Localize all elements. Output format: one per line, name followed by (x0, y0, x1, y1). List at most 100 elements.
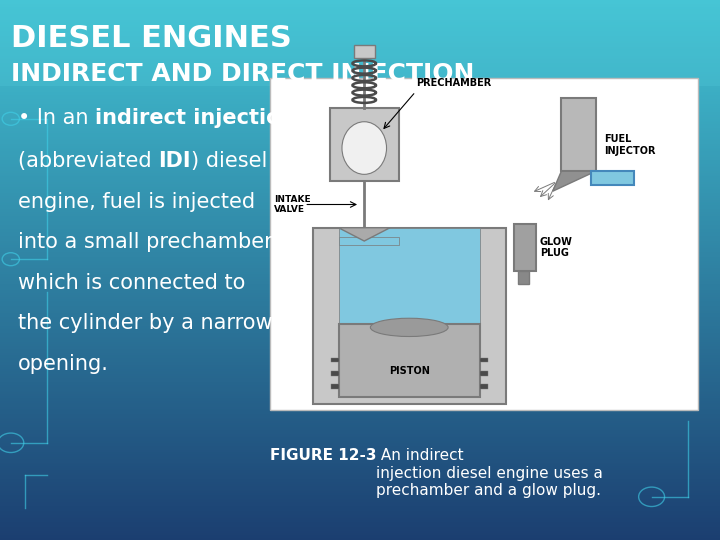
Bar (514, 225, 536, 271)
Bar (0, 189, 720, 191)
Bar (0, 292, 720, 293)
Text: (abbreviated: (abbreviated (18, 151, 158, 171)
Bar (480, 358, 487, 362)
Bar (0, 104, 720, 106)
Bar (0, 261, 720, 263)
Bar (0, 463, 720, 464)
Bar (0, 312, 720, 313)
Bar (0, 508, 720, 509)
Bar (0, 293, 720, 295)
Bar (0, 371, 720, 373)
Bar (0, 93, 720, 96)
Bar (0, 63, 720, 65)
Bar (0, 432, 720, 434)
Bar (0, 474, 720, 475)
Bar (0, 509, 720, 511)
Bar (0, 488, 720, 490)
Bar (0, 209, 720, 211)
Bar (0, 31, 720, 32)
Bar (0, 409, 720, 410)
Polygon shape (338, 228, 390, 241)
Bar (0, 322, 720, 324)
Bar (0, 319, 720, 320)
Text: DIESEL ENGINES: DIESEL ENGINES (11, 24, 292, 53)
Bar (0, 329, 720, 331)
Bar (0, 69, 720, 70)
Bar (0, 450, 720, 452)
Bar (0, 45, 720, 47)
Bar (0, 151, 720, 153)
Bar (0, 498, 720, 501)
Bar (0, 42, 720, 43)
Bar (0, 218, 720, 220)
Bar (0, 518, 720, 520)
Bar (0, 194, 720, 196)
Bar (0, 301, 720, 302)
Bar (0, 266, 720, 268)
Bar (0, 286, 720, 288)
Bar (0, 239, 720, 241)
Bar (0, 25, 720, 27)
Bar (0, 252, 720, 254)
Bar (0, 225, 720, 227)
Bar (0, 529, 720, 531)
Bar (0, 272, 720, 274)
Bar (0, 171, 720, 173)
Bar (0, 9, 720, 11)
Bar (0, 140, 720, 142)
Bar (0, 103, 720, 104)
Bar (0, 2, 720, 4)
Bar (0, 366, 720, 367)
Bar (0, 201, 720, 204)
Bar (0, 479, 720, 481)
Bar (0, 504, 720, 506)
Bar (0, 414, 720, 416)
Bar (0, 120, 720, 123)
Bar (0, 459, 720, 461)
Bar (330, 384, 338, 389)
Bar (0, 193, 720, 194)
Text: the cylinder by a narrow: the cylinder by a narrow (18, 313, 273, 333)
Bar (0, 468, 720, 470)
Bar (0, 177, 720, 178)
Bar (0, 126, 720, 128)
Bar (0, 356, 720, 358)
Text: FIGURE 12-3: FIGURE 12-3 (270, 448, 377, 463)
Bar (0, 285, 720, 286)
Bar (0, 376, 720, 378)
Bar (0, 169, 720, 171)
Bar (0, 258, 720, 259)
Text: • In an: • In an (18, 108, 95, 128)
Bar (0, 81, 720, 83)
Bar (0, 110, 720, 112)
Bar (0, 407, 720, 409)
Bar (0, 185, 720, 187)
Bar (0, 83, 720, 85)
Bar (0, 214, 720, 216)
Bar (0, 221, 720, 223)
Bar (0, 65, 720, 66)
Bar (0, 484, 720, 486)
Bar (0, 90, 720, 92)
Bar (0, 158, 720, 160)
Bar (0, 47, 720, 49)
Bar (0, 142, 720, 144)
Bar (0, 275, 720, 277)
Text: PRECHAMBER: PRECHAMBER (415, 78, 491, 88)
Bar (0, 436, 720, 437)
Bar (0, 66, 720, 69)
Bar (0, 385, 720, 387)
Bar (0, 144, 720, 146)
Bar (0, 150, 720, 151)
Bar (0, 220, 720, 221)
Ellipse shape (370, 318, 448, 336)
Bar (0, 528, 720, 529)
Bar (0, 434, 720, 436)
Bar (0, 196, 720, 198)
Bar (0, 0, 720, 2)
Bar (0, 441, 720, 443)
Text: PISTON: PISTON (389, 366, 430, 375)
Bar (0, 58, 720, 59)
Bar (0, 227, 720, 228)
Bar (0, 454, 720, 455)
